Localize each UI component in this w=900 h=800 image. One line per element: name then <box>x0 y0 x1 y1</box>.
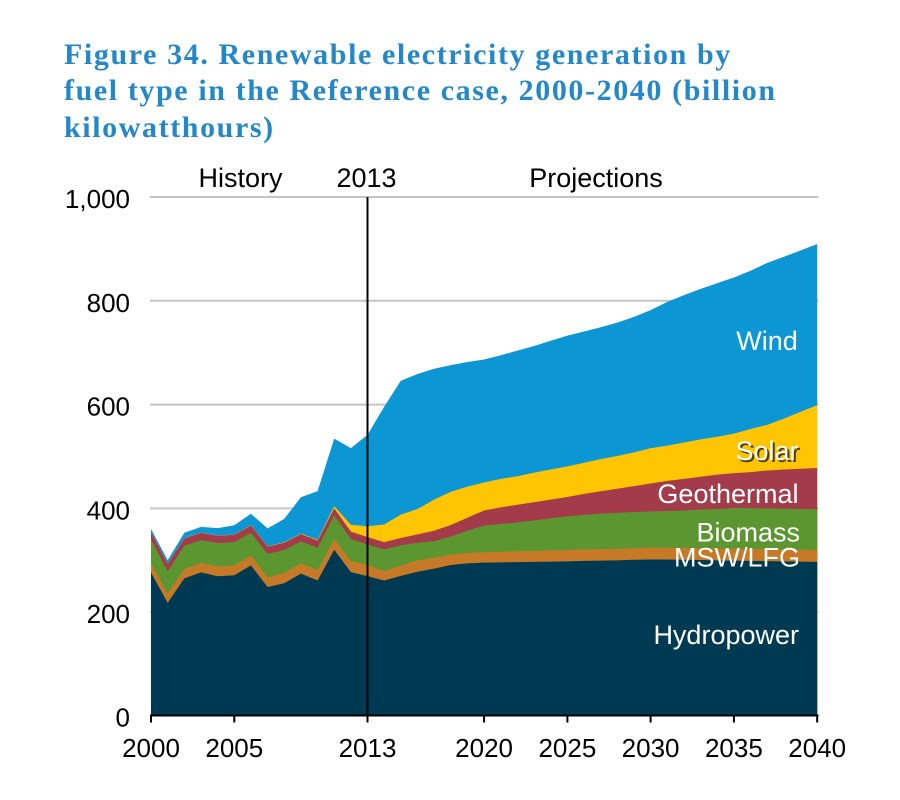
svg-text:600: 600 <box>87 392 130 422</box>
svg-text:Biomass: Biomass <box>696 518 800 548</box>
svg-text:2005: 2005 <box>205 733 263 763</box>
svg-text:Solar: Solar <box>735 436 798 466</box>
svg-text:1,000: 1,000 <box>65 184 130 214</box>
svg-text:2020: 2020 <box>455 733 513 763</box>
svg-text:800: 800 <box>87 288 130 318</box>
svg-text:2013: 2013 <box>339 733 397 763</box>
svg-text:Hydropower: Hydropower <box>653 620 799 650</box>
svg-text:2025: 2025 <box>538 733 596 763</box>
svg-text:2040: 2040 <box>788 733 846 763</box>
svg-text:Wind: Wind <box>736 326 798 356</box>
svg-text:History: History <box>198 163 283 193</box>
svg-text:2000: 2000 <box>122 733 180 763</box>
svg-text:MSW/LFG: MSW/LFG <box>674 543 800 573</box>
svg-text:Geothermal: Geothermal <box>657 479 798 509</box>
svg-text:2035: 2035 <box>705 733 763 763</box>
svg-text:2030: 2030 <box>622 733 680 763</box>
svg-text:400: 400 <box>87 495 130 525</box>
svg-text:2013: 2013 <box>336 163 396 193</box>
svg-text:200: 200 <box>87 599 130 629</box>
svg-text:0: 0 <box>116 703 130 733</box>
svg-text:Projections: Projections <box>529 163 663 193</box>
